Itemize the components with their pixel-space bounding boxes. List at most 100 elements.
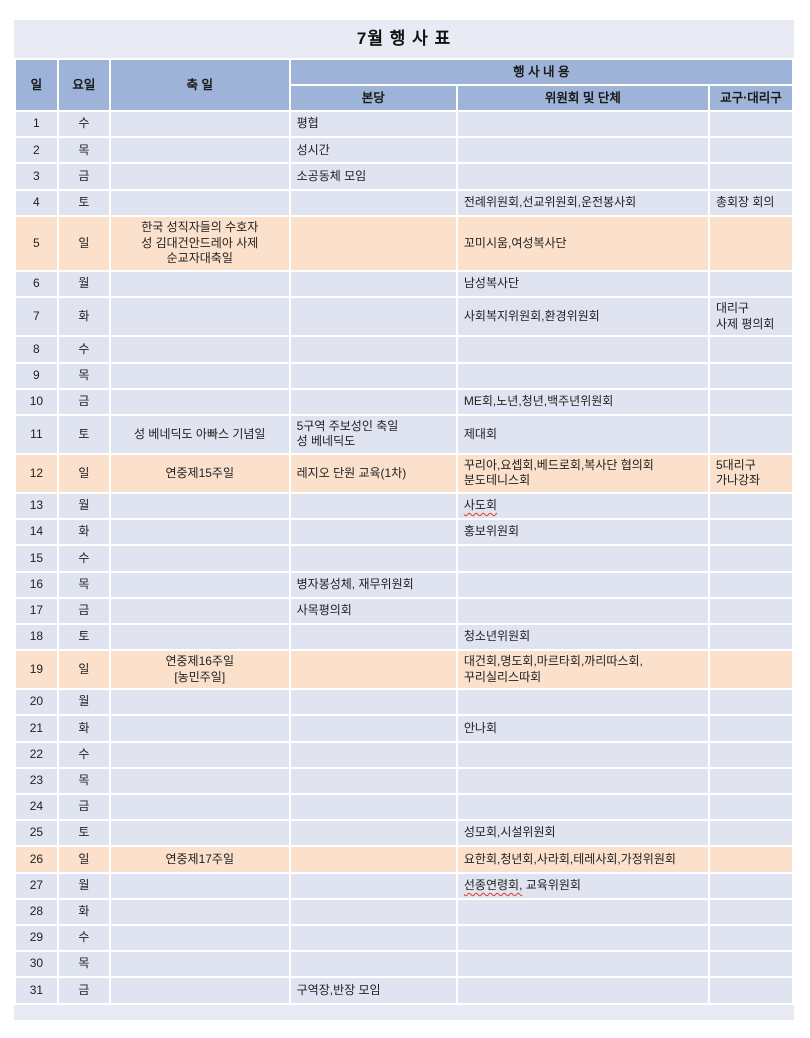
diocese-cell: [707, 897, 795, 926]
table-row: 1 수 평협: [14, 109, 795, 139]
diocese-cell: [707, 544, 795, 573]
diocese-cell: [707, 109, 795, 139]
weekday-cell: 수: [56, 923, 111, 953]
weekday-cell: 목: [56, 136, 111, 165]
day-cell: 23: [14, 766, 59, 795]
committee-cell: [455, 792, 710, 822]
committee-cell: 대건회,명도회,마르타회,까리따스회, 꾸리실리스따회: [455, 649, 710, 691]
weekday-cell: 금: [56, 976, 111, 1005]
diocese-cell: [707, 596, 795, 625]
col-header-day: 일: [14, 58, 59, 112]
col-header-events-group: 행 사 내 용: [288, 58, 795, 86]
feast-cell: [108, 518, 291, 547]
diocese-cell: 5대리구 가나강좌: [707, 452, 795, 494]
weekday-cell: 일: [56, 845, 111, 874]
committee-cell: [455, 688, 710, 717]
table-row: 26 일 연중제17주일 요한회,청년회,사라회,테레사회,가정위원회: [14, 845, 795, 874]
feast-cell: [108, 387, 291, 416]
diocese-cell: [707, 740, 795, 769]
parish-cell: [288, 792, 458, 822]
weekday-cell: 목: [56, 361, 111, 390]
diocese-cell: [707, 923, 795, 953]
parish-cell: 병자봉성체, 재무위원회: [288, 570, 458, 599]
misspelled-text: 선종연령회,: [463, 877, 523, 892]
parish-cell: 평협: [288, 109, 458, 139]
weekday-cell: 화: [56, 296, 111, 338]
committee-cell: [455, 950, 710, 979]
table-row: 21 화 안나회: [14, 714, 795, 743]
table-row: 7 화 사회복지위원회,환경위원회 대리구 사제 평의회: [14, 296, 795, 338]
diocese-cell: [707, 766, 795, 795]
committee-cell: [455, 570, 710, 599]
day-cell: 1: [14, 109, 59, 139]
feast-cell: [108, 950, 291, 979]
weekday-cell: 월: [56, 871, 111, 900]
diocese-cell: [707, 570, 795, 599]
parish-cell: [288, 714, 458, 743]
day-cell: 11: [14, 413, 59, 455]
parish-cell: [288, 518, 458, 547]
schedule-table: 일 요일 축 일 행 사 내 용 본당 위원회 및 단체 교구·대리구 1 수 평협…: [14, 58, 795, 1005]
committee-cell: [455, 136, 710, 165]
feast-cell: [108, 792, 291, 822]
feast-cell: [108, 714, 291, 743]
day-cell: 31: [14, 976, 59, 1005]
table-row: 19 일 연중제16주일 [농민주일] 대건회,명도회,마르타회,까리따스회, 꾸리실…: [14, 649, 795, 691]
col-header-diocese: 교구·대리구: [707, 84, 795, 112]
diocese-cell: [707, 714, 795, 743]
diocese-cell: 총회장 회의: [707, 188, 795, 217]
committee-cell: 선종연령회, 교육위원회: [455, 871, 710, 900]
day-cell: 26: [14, 845, 59, 874]
diocese-cell: [707, 976, 795, 1005]
parish-cell: [288, 845, 458, 874]
diocese-cell: [707, 387, 795, 416]
feast-cell: [108, 897, 291, 926]
schedule-slide: 7월 행 사 표 일 요일 축 일 행 사 내 용 본당 위원회 및 단체 교구…: [14, 20, 795, 1020]
feast-cell: [108, 819, 291, 848]
weekday-cell: 수: [56, 740, 111, 769]
table-row: 16 목 병자봉성체, 재무위원회: [14, 570, 795, 599]
diocese-cell: [707, 361, 795, 390]
table-row: 27 월 선종연령회, 교육위원회: [14, 871, 795, 900]
committee-cell: [455, 976, 710, 1005]
committee-cell: [455, 162, 710, 191]
feast-cell: [108, 188, 291, 217]
table-row: 25 토 성모회,시설위원회: [14, 819, 795, 848]
committee-cell: 전례위원회,선교위원회,운전봉사회: [455, 188, 710, 217]
parish-cell: [288, 688, 458, 717]
table-row: 29 수: [14, 923, 795, 953]
weekday-cell: 목: [56, 570, 111, 599]
feast-cell: [108, 622, 291, 652]
day-cell: 24: [14, 792, 59, 822]
feast-cell: [108, 596, 291, 625]
table-row: 15 수: [14, 544, 795, 573]
committee-cell: [455, 335, 710, 364]
feast-cell: [108, 740, 291, 769]
parish-cell: [288, 387, 458, 416]
committee-cell: 청소년위원회: [455, 622, 710, 652]
table-row: 13 월 사도회: [14, 491, 795, 521]
parish-cell: [288, 897, 458, 926]
weekday-cell: 일: [56, 214, 111, 273]
day-cell: 12: [14, 452, 59, 494]
day-cell: 17: [14, 596, 59, 625]
parish-cell: [288, 766, 458, 795]
day-cell: 20: [14, 688, 59, 717]
weekday-cell: 금: [56, 387, 111, 416]
day-cell: 29: [14, 923, 59, 953]
weekday-cell: 토: [56, 819, 111, 848]
table-row: 20 월: [14, 688, 795, 717]
parish-cell: [288, 335, 458, 364]
page-title: 7월 행 사 표: [356, 29, 452, 48]
day-cell: 6: [14, 270, 59, 299]
parish-cell: [288, 622, 458, 652]
col-header-committee: 위원회 및 단체: [455, 84, 710, 112]
weekday-cell: 수: [56, 109, 111, 139]
feast-cell: [108, 871, 291, 900]
weekday-cell: 화: [56, 897, 111, 926]
committee-cell: 요한회,청년회,사라회,테레사회,가정위원회: [455, 845, 710, 874]
committee-cell: [455, 109, 710, 139]
committee-cell: 성모회,시설위원회: [455, 819, 710, 848]
table-row: 6 월 남성복사단: [14, 270, 795, 299]
